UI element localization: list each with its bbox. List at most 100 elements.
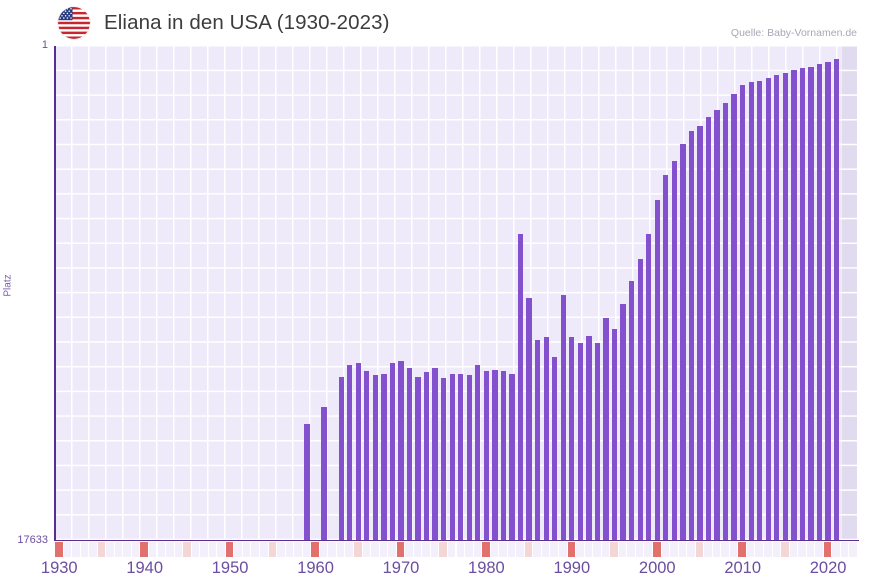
bar[interactable]: [577, 342, 583, 540]
us-flag-icon: [58, 7, 90, 39]
bar[interactable]: [705, 117, 712, 540]
decade-strip-cell: [302, 541, 312, 557]
bar[interactable]: [483, 370, 490, 540]
decade-strip-cell: [55, 541, 64, 557]
decade-strip-cell: [584, 541, 594, 557]
decade-strip-cell: [106, 541, 115, 557]
source-attribution: Quelle: Baby-Vornamen.de: [730, 27, 857, 39]
bar[interactable]: [475, 365, 481, 540]
bar[interactable]: [748, 82, 754, 540]
bar[interactable]: [654, 200, 660, 540]
bar[interactable]: [782, 72, 789, 540]
decade-strip-cell: [353, 541, 363, 557]
plot-area: [55, 46, 858, 540]
decade-strip-cell: [422, 541, 431, 557]
decade-strip-cell: [191, 541, 201, 557]
bar[interactable]: [774, 75, 780, 540]
bar[interactable]: [799, 68, 806, 540]
decade-strip-cell: [610, 541, 619, 557]
decade-strip-cell: [490, 541, 500, 557]
bar[interactable]: [833, 58, 840, 540]
x-axis-tick: 1940: [126, 559, 164, 577]
bar[interactable]: [697, 125, 703, 540]
bar[interactable]: [671, 160, 677, 540]
bar[interactable]: [304, 424, 310, 540]
decade-strip-cell: [507, 541, 517, 557]
bar[interactable]: [611, 328, 618, 540]
bar[interactable]: [816, 64, 823, 540]
bar[interactable]: [757, 81, 763, 540]
decade-strip-cell: [311, 541, 320, 557]
y-axis-tick-top: 1: [41, 39, 48, 51]
bar[interactable]: [586, 335, 592, 540]
decade-strip-cell: [388, 541, 397, 557]
bar[interactable]: [688, 131, 695, 540]
bar[interactable]: [449, 373, 455, 540]
bar[interactable]: [389, 362, 396, 540]
bar[interactable]: [500, 370, 507, 540]
decade-strip-cell: [242, 541, 252, 557]
x-axis-tick-labels: 1930 1940 1950 1960 1970 1980 1990 2000 2010 2020: [41, 559, 865, 585]
bar[interactable]: [714, 110, 720, 540]
decade-strip-cell: [456, 541, 466, 557]
decade-strip-cell: [166, 541, 175, 557]
decade-strip-cell: [439, 541, 448, 557]
decade-strip-cell: [695, 541, 705, 557]
bar[interactable]: [594, 342, 601, 540]
bar[interactable]: [722, 103, 729, 540]
decade-strip-cell: [430, 541, 440, 557]
bar[interactable]: [432, 368, 438, 540]
decade-strip-cell: [294, 541, 303, 557]
bar[interactable]: [364, 370, 370, 540]
bar[interactable]: [535, 340, 541, 540]
decade-strip-cell: [234, 541, 243, 557]
bar[interactable]: [406, 368, 413, 540]
bar[interactable]: [560, 295, 566, 540]
bar[interactable]: [347, 365, 353, 540]
bar[interactable]: [441, 377, 447, 540]
bar[interactable]: [509, 373, 515, 540]
bar[interactable]: [458, 373, 464, 540]
decade-strip-cell: [661, 541, 671, 557]
bar[interactable]: [663, 174, 669, 540]
bar[interactable]: [552, 356, 558, 540]
bar[interactable]: [628, 281, 635, 540]
bar[interactable]: [680, 144, 686, 540]
bar[interactable]: [569, 337, 575, 540]
bar[interactable]: [765, 78, 771, 540]
bar[interactable]: [321, 407, 327, 540]
decade-strip-cell: [174, 541, 184, 557]
bar[interactable]: [791, 69, 797, 540]
decade-strip-cell: [533, 541, 542, 557]
bar[interactable]: [543, 337, 549, 540]
bar[interactable]: [372, 375, 378, 540]
bar[interactable]: [355, 362, 361, 540]
bar[interactable]: [398, 361, 404, 540]
bar[interactable]: [620, 303, 626, 540]
bar[interactable]: [526, 298, 532, 540]
decade-strip-cell: [729, 541, 739, 557]
plot-grid-no-data: [840, 46, 858, 540]
bar[interactable]: [825, 61, 831, 540]
decade-strip-cell: [396, 541, 406, 557]
bar[interactable]: [517, 233, 524, 540]
bar[interactable]: [423, 372, 430, 540]
bar[interactable]: [466, 375, 472, 540]
bar[interactable]: [603, 317, 609, 540]
bar[interactable]: [731, 93, 737, 540]
decade-strip-cell: [80, 541, 90, 557]
decade-strip-cell: [285, 541, 295, 557]
decade-strip-cell: [712, 541, 722, 557]
decade-strip-cell: [721, 541, 730, 557]
decade-strip-cell: [89, 541, 98, 557]
bar[interactable]: [492, 369, 498, 540]
decade-strip-cell: [652, 541, 662, 557]
bar[interactable]: [338, 376, 344, 540]
bar[interactable]: [415, 376, 421, 540]
bar[interactable]: [740, 85, 746, 540]
decade-strip-cell: [670, 541, 679, 557]
bar[interactable]: [381, 373, 387, 540]
bar[interactable]: [646, 233, 652, 540]
bar[interactable]: [637, 258, 643, 540]
bar[interactable]: [808, 67, 814, 540]
